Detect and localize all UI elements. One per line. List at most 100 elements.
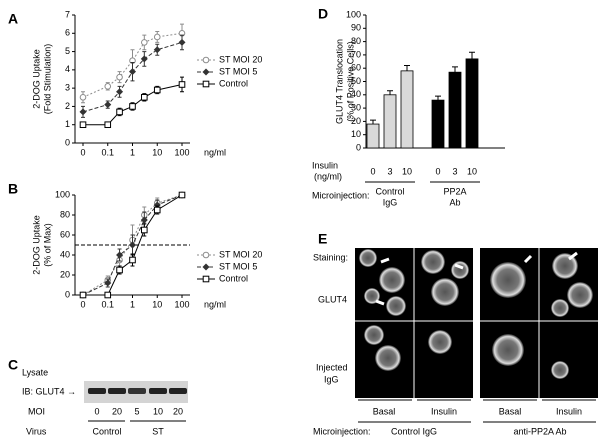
virus: Control	[92, 426, 121, 436]
row-label: Insulin	[312, 160, 338, 170]
group-label: Ab	[449, 197, 460, 207]
moi-value: 20	[112, 406, 122, 416]
legend-marker	[202, 251, 210, 259]
marker	[178, 38, 186, 46]
y-axis-label: 2-DOG Uptake	[31, 215, 41, 275]
legend-label: ST MOI 5	[219, 66, 257, 76]
y-tick-label: 80	[60, 209, 70, 219]
moi-value: 10	[153, 406, 163, 416]
error-bar	[452, 66, 458, 73]
error-bar	[387, 90, 393, 95]
marker	[129, 241, 136, 249]
panel-label: A	[8, 11, 18, 27]
marker	[104, 83, 112, 90]
row-label: Microinjection:	[312, 190, 370, 200]
legend-label: ST MOI 5	[219, 261, 257, 271]
group-label: anti-PP2A Ab	[513, 426, 566, 436]
bar	[366, 123, 380, 149]
panel-label: B	[8, 181, 18, 197]
bar	[448, 71, 462, 149]
micrographs	[355, 248, 598, 398]
legend-marker	[202, 68, 210, 76]
condition: Insulin	[431, 406, 457, 416]
group-label: Control IgG	[391, 426, 437, 436]
bar	[400, 70, 414, 149]
y-tick-label: 10	[351, 129, 361, 139]
error-bar	[370, 119, 376, 125]
panel-label: E	[318, 231, 327, 247]
marker	[79, 291, 87, 299]
moi-value: 20	[173, 406, 183, 416]
y-tick-label: 90	[351, 23, 361, 33]
x-tick-label: 1	[130, 299, 135, 309]
y-tick-label: 50	[351, 76, 361, 86]
x-tick-label: 10	[152, 147, 162, 157]
marker	[116, 88, 124, 96]
marker	[79, 121, 87, 129]
x-tick-label: 0	[80, 147, 85, 157]
x-tick-label: 0	[80, 299, 85, 309]
bar	[465, 58, 479, 149]
marker	[153, 33, 161, 41]
y-tick-label: 20	[60, 269, 70, 279]
error-bar	[469, 51, 475, 59]
bar	[431, 99, 445, 149]
legend-label: ST MOI 20	[219, 54, 262, 64]
marker	[140, 55, 148, 63]
y-axis-label: GLUT4 Translocation	[334, 39, 344, 124]
blot	[84, 381, 188, 403]
marker	[104, 101, 112, 109]
marker	[129, 256, 136, 264]
x-tick-label: 10	[402, 166, 412, 176]
marker	[79, 108, 87, 116]
marker	[178, 81, 186, 88]
y-tick-label: 40	[351, 89, 361, 99]
marker	[141, 93, 148, 101]
group-label: Control	[375, 186, 404, 196]
legend-label: ST MOI 20	[219, 249, 262, 259]
y-tick-label: 0	[356, 142, 361, 152]
marker	[116, 73, 123, 81]
condition: Basal	[499, 406, 522, 416]
x-tick-label: 3	[452, 166, 457, 176]
moi-label: MOI	[28, 406, 45, 416]
marker	[116, 266, 123, 274]
row-label: Injected	[316, 362, 348, 372]
row-label: GLUT4	[318, 294, 347, 304]
marker	[104, 121, 112, 129]
legend-marker	[202, 80, 210, 88]
bar	[383, 94, 397, 149]
x-tick-label: 0.1	[101, 147, 114, 157]
y-tick-label: 80	[351, 36, 361, 46]
error-bar	[404, 65, 410, 71]
condition: Insulin	[556, 406, 582, 416]
marker	[141, 39, 148, 46]
y-tick-label: 100	[346, 9, 361, 19]
panel-label: C	[8, 357, 18, 373]
marker	[153, 206, 161, 214]
y-tick-label: 100	[55, 189, 70, 199]
legend-label: Control	[219, 78, 248, 88]
marker	[116, 251, 124, 259]
moi-value: 0	[94, 406, 99, 416]
y-tick-label: 40	[60, 249, 70, 259]
error-bar	[435, 95, 441, 101]
y-tick-label: 60	[60, 229, 70, 239]
legend-marker	[202, 263, 210, 271]
row-label: Staining:	[313, 252, 348, 262]
y-tick-label: 70	[351, 49, 361, 59]
x-tick-label: 0	[370, 166, 375, 176]
legend-marker	[202, 56, 210, 64]
marker	[178, 191, 186, 199]
legend-label: Control	[219, 273, 248, 283]
marker	[153, 46, 161, 54]
y-tick-label: 20	[351, 116, 361, 126]
x-tick-label: 10	[152, 299, 162, 309]
blot-title: Lysate	[22, 367, 48, 377]
y-tick-label: 4	[65, 64, 70, 74]
marker	[104, 279, 112, 287]
y-tick-label: 0	[65, 289, 70, 299]
marker	[140, 216, 148, 224]
condition: Basal	[373, 406, 396, 416]
